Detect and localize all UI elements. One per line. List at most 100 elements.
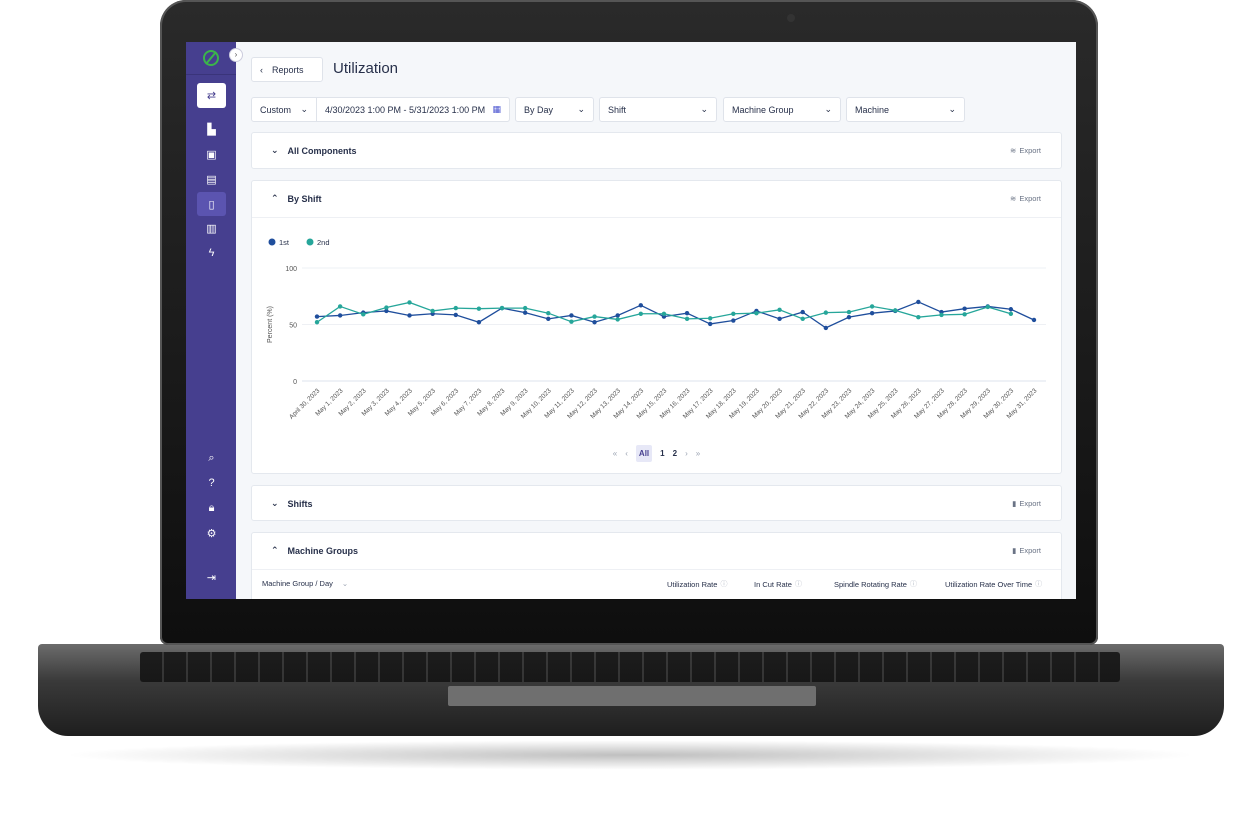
page-all[interactable]: All [635, 445, 653, 462]
data-point-2nd [569, 319, 574, 324]
data-point-2nd [407, 300, 412, 305]
shifts-toggle[interactable]: ⌄ Shifts [271, 498, 313, 509]
data-point-2nd [476, 306, 482, 311]
back-to-reports-button[interactable]: ‹ Reports [251, 57, 323, 82]
column-label: Spindle Rotating Rate [834, 579, 907, 589]
data-point-2nd [592, 314, 597, 319]
y-tick-label: 100 [285, 266, 297, 273]
export-button[interactable]: ≋ Export [1010, 146, 1041, 155]
export-button[interactable]: ≋ Export [1010, 194, 1041, 203]
data-point-1st [638, 303, 644, 308]
back-label: Reports [272, 64, 304, 75]
legend-label-1st: 1st [279, 238, 290, 247]
data-point-1st [522, 310, 528, 315]
data-point-2nd [962, 312, 967, 317]
laptop-keyboard [140, 652, 1120, 682]
info-icon: ⓘ [720, 581, 728, 588]
factory-icon[interactable]: ▙ [207, 123, 216, 136]
column-label: Machine Group / Day [262, 579, 333, 588]
first-page-icon[interactable]: « [612, 449, 618, 458]
column-header-utilization-rate[interactable]: Utilization Rate ⓘ [667, 579, 727, 589]
chevron-down-icon: ⌄ [577, 104, 585, 114]
data-point-1st [916, 299, 921, 305]
data-point-2nd [684, 316, 690, 322]
data-point-2nd [1008, 311, 1014, 316]
sidebar-toggle-chevron-right-icon[interactable]: › [229, 48, 243, 62]
bar-chart-icon[interactable]: ▥ [206, 222, 217, 235]
data-point-2nd [430, 308, 435, 314]
data-point-1st [384, 308, 389, 314]
data-point-1st [615, 313, 620, 318]
help-icon[interactable]: ? [208, 477, 215, 489]
data-point-2nd [361, 312, 366, 317]
column-header-utilization-rate-over-time[interactable]: Utilization Rate Over Time ⓘ [945, 579, 1042, 589]
report-icon[interactable]: ▯ [197, 192, 226, 216]
data-point-2nd [939, 312, 944, 318]
data-point-2nd [453, 305, 458, 311]
shuffle-icon[interactable]: ⇄ [197, 83, 226, 108]
data-point-1st [684, 311, 690, 316]
search-icon[interactable]: ⌕ [208, 451, 215, 464]
shift-select[interactable]: Shift ⌄ [599, 97, 717, 122]
date-range-input[interactable]: 4/30/2023 1:00 PM - 5/31/2023 1:00 PM ▦ [316, 97, 510, 122]
prev-page-icon[interactable]: ‹ [625, 449, 628, 458]
page-1[interactable]: 1 [660, 449, 665, 458]
column-header-in-cut-rate[interactable]: In Cut Rate ⓘ [754, 579, 802, 589]
grouping-select[interactable]: By Day ⌄ [515, 97, 594, 122]
data-point-2nd [661, 311, 667, 316]
export-label: Export [1019, 146, 1041, 155]
export-label: Export [1019, 499, 1041, 508]
series-line-1st [316, 301, 1035, 329]
machine-groups-toggle[interactable]: ⌃ Machine Groups [271, 545, 358, 556]
machine-icon[interactable]: ▣ [206, 148, 217, 161]
machine-groups-section: ⌃ Machine Groups ▮ Export Machine Group / … [251, 532, 1062, 599]
chevron-down-icon: ⌄ [271, 498, 279, 508]
column-header-machine-group-day[interactable]: Machine Group / Day ⌄ [262, 579, 348, 588]
machine-select[interactable]: Machine ⌄ [846, 97, 965, 122]
y-axis-label: Percent (%) [267, 306, 274, 343]
all-components-toggle[interactable]: ⌄ All Components [271, 145, 357, 156]
lock-icon[interactable]: 🔒︎ [208, 501, 215, 514]
data-point-1st [453, 312, 458, 318]
chevron-down-icon: ⌄ [948, 104, 956, 114]
export-button[interactable]: ▮ Export [1012, 546, 1041, 555]
y-tick-label: 0 [293, 379, 297, 386]
laptop-shadow [60, 740, 1200, 770]
y-tick-label: 50 [289, 323, 297, 330]
data-point-2nd [499, 305, 505, 311]
divider [252, 217, 1061, 218]
bolt-icon[interactable]: ϟ [208, 247, 215, 259]
page-title: Utilization [333, 60, 399, 77]
export-label: Export [1019, 194, 1041, 203]
page-2[interactable]: 2 [672, 449, 678, 458]
calendar-icon[interactable]: ▤ [206, 173, 217, 186]
data-point-2nd [800, 316, 805, 322]
data-point-2nd [314, 320, 320, 325]
sidebar-divider [186, 74, 236, 75]
column-header-spindle-rotating-rate[interactable]: Spindle Rotating Rate ⓘ [834, 579, 917, 589]
chevron-down-icon: ⌄ [824, 104, 832, 114]
sidebar: ⇄ ▙ ▣ ▤ ▯ ▥ ϟ ⌕ ? 🔒︎ ⚙ ⇥ [186, 42, 236, 599]
machine-group-select[interactable]: Machine Group ⌄ [723, 97, 841, 122]
settings-icon[interactable]: ⚙ [206, 527, 217, 540]
logout-icon[interactable]: ⇥ [206, 571, 217, 584]
webcam [787, 14, 795, 22]
data-point-2nd [731, 311, 736, 316]
data-point-2nd [893, 308, 898, 313]
all-components-section: ⌄ All Components ≋ Export [251, 132, 1062, 169]
pagination: « ‹ All 1 2 › » [252, 445, 1061, 462]
date-range-value: 4/30/2023 1:00 PM - 5/31/2023 1:00 PM [325, 104, 486, 115]
by-shift-toggle[interactable]: ⌃ By Shift [271, 193, 322, 204]
info-icon: ⓘ [794, 581, 802, 588]
last-page-icon[interactable]: » [695, 449, 701, 458]
range-type-select[interactable]: Custom ⌄ [251, 97, 317, 122]
data-point-2nd [846, 309, 852, 315]
export-button[interactable]: ▮ Export [1012, 499, 1041, 508]
section-title: By Shift [287, 193, 322, 204]
machine-group-value: Machine Group [732, 104, 794, 115]
chevron-up-icon: ⌃ [271, 545, 279, 555]
logo-icon [203, 50, 219, 66]
chevron-up-icon: ⌃ [271, 193, 279, 203]
app-screen: ⇄ ▙ ▣ ▤ ▯ ▥ ϟ ⌕ ? 🔒︎ ⚙ ⇥ › ‹ Reports Util… [186, 42, 1076, 599]
next-page-icon[interactable]: › [685, 449, 688, 458]
